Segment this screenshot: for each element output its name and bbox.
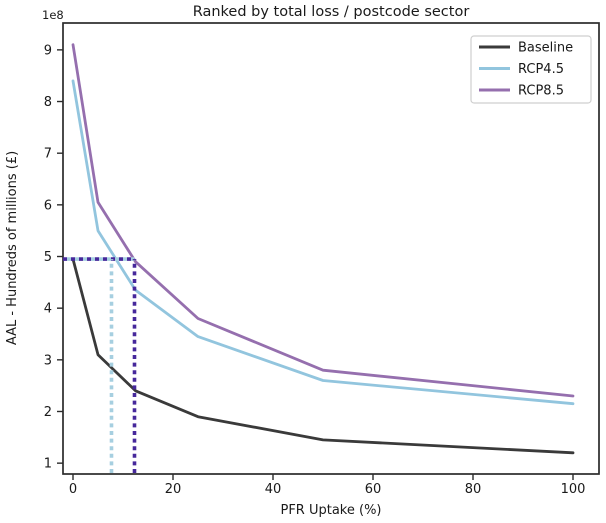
x-tick-label: 40 [265,482,282,497]
x-axis-label: PFR Uptake (%) [280,503,381,518]
x-tick-label: 80 [465,482,482,497]
legend: Baseline RCP4.5 RCP8.5 [470,35,592,104]
y-tick-label: 2 [44,405,52,420]
y-axis-label: AAL - Hundreds of millions (£) [5,151,20,345]
y-tick-label: 1 [44,457,52,472]
y-tick-label: 4 [44,302,52,317]
legend-label: Baseline [518,41,573,56]
x-tick-label: 60 [365,482,382,497]
series-lines [71,43,575,455]
legend-label: RCP4.5 [518,62,564,77]
series-line-rcp45 [71,79,575,406]
y-tick-label: 9 [44,43,52,58]
series-line-baseline [71,257,575,455]
x-tick-label: 0 [69,482,77,497]
y-tick-label: 6 [44,198,52,213]
plot-area [62,22,600,475]
y-tick-label: 8 [44,95,52,110]
annotation-lines [63,257,137,473]
x-tick-label: 20 [165,482,182,497]
axis-ticks: 0 20 40 60 80 100 1 2 3 4 5 6 7 8 9 [44,43,586,497]
legend-box [470,35,592,104]
y-tick-label: 7 [44,147,52,162]
chart-title: Ranked by total loss / postcode sector [193,4,470,20]
series-line-rcp85 [71,43,575,398]
legend-label: RCP8.5 [518,84,564,99]
y-axis-offset-text: 1e8 [42,8,64,22]
x-tick-label: 100 [561,482,586,497]
y-tick-label: 3 [44,353,52,368]
y-tick-label: 5 [44,250,52,265]
